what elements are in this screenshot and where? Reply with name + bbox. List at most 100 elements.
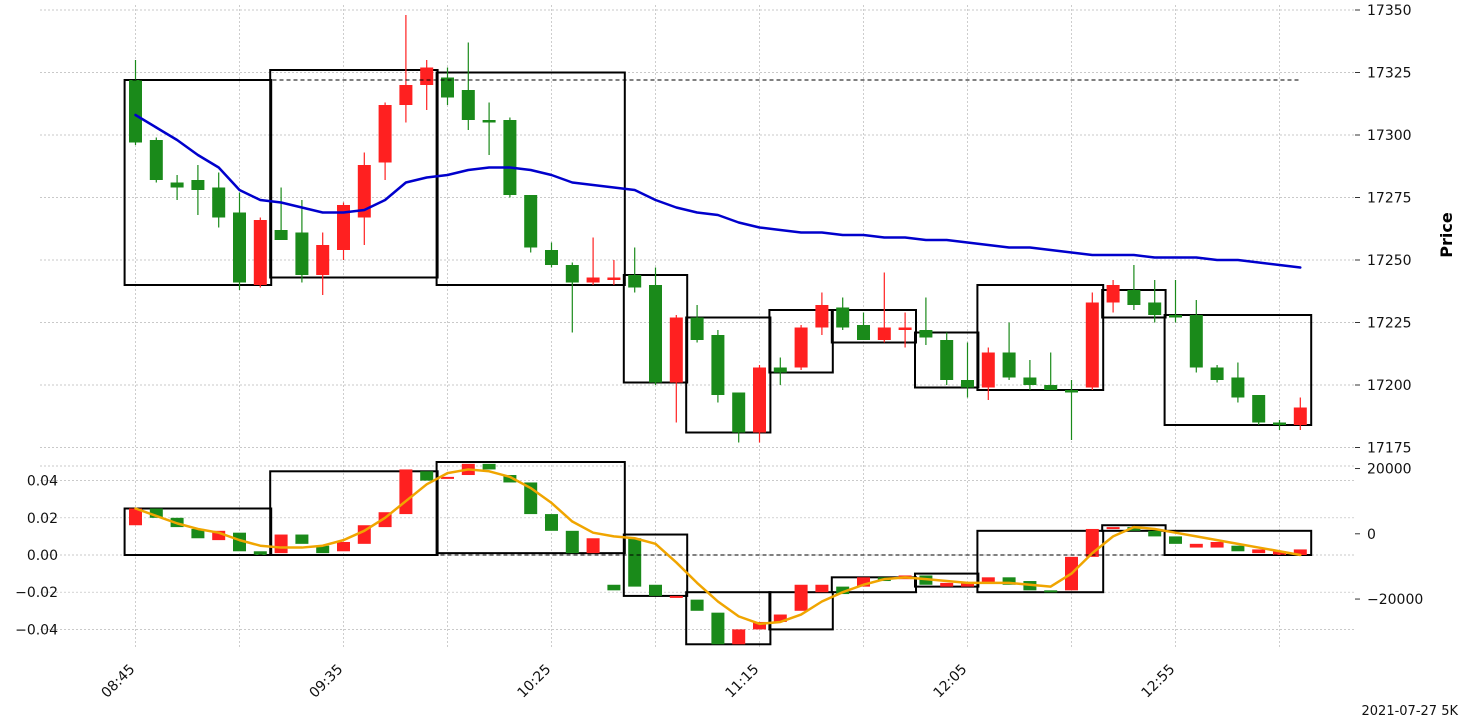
price-tick-label: 17225 bbox=[1367, 316, 1412, 332]
price-axis-title: Price bbox=[1437, 212, 1456, 258]
indicator-right-tick-label: 0 bbox=[1367, 527, 1376, 543]
price-candle-body bbox=[940, 340, 954, 380]
price-candle-body bbox=[441, 77, 454, 98]
price-candle-body bbox=[1106, 285, 1120, 303]
price-candle-body bbox=[1023, 377, 1037, 385]
price-candle-body bbox=[607, 277, 621, 280]
price-candle-body bbox=[773, 367, 787, 373]
indicator-candle-body bbox=[1231, 545, 1245, 552]
indicator-candle-body bbox=[1148, 530, 1162, 537]
indicator-candle-body bbox=[981, 577, 995, 583]
x-tick-label: 12:05 bbox=[930, 662, 970, 702]
indicator-candle-body bbox=[753, 621, 766, 630]
price-tick-label: 17325 bbox=[1367, 66, 1412, 82]
price-candle-body bbox=[1065, 390, 1078, 393]
indicator-candle-body bbox=[940, 582, 954, 587]
indicator-candle-body bbox=[628, 538, 642, 587]
price-tick-label: 17275 bbox=[1367, 191, 1412, 207]
indicator-candle-body bbox=[586, 538, 600, 554]
labels-layer: 17175 17200 17225 17250 17275 17300 17325 17350… bbox=[15, 3, 1456, 701]
price-candle-body bbox=[378, 105, 392, 163]
indicator-candle-body bbox=[565, 530, 579, 554]
price-candle-body bbox=[649, 285, 662, 383]
price-candle-body bbox=[1044, 385, 1058, 390]
footer-date-label: 2021-07-27 5K bbox=[1361, 704, 1458, 719]
price-candle-body bbox=[545, 250, 558, 265]
indicator-candle-body bbox=[482, 463, 496, 470]
price-candle-body bbox=[961, 380, 974, 388]
price-candle-body bbox=[253, 220, 267, 285]
price-candle-body bbox=[357, 165, 371, 218]
price-candle-body bbox=[212, 187, 226, 218]
price-tick-label: 17350 bbox=[1367, 3, 1412, 19]
indicator-candle-body bbox=[1273, 551, 1286, 555]
price-candle-body bbox=[628, 275, 642, 288]
price-candle-body bbox=[1085, 302, 1099, 388]
indicator-candle-body bbox=[669, 595, 683, 598]
indicator-candle-body bbox=[503, 475, 517, 483]
indicator-candle-body bbox=[857, 577, 870, 587]
indicator-left-tick-label: 0.02 bbox=[27, 511, 58, 527]
indicator-box bbox=[1163, 529, 1313, 557]
candles-layer bbox=[129, 15, 1307, 645]
indicator-right-tick-label: −20000 bbox=[1367, 592, 1423, 608]
price-candle-body bbox=[836, 307, 850, 328]
price-candle-body bbox=[669, 317, 683, 383]
lines-layer bbox=[125, 79, 1302, 626]
indicator-candle-body bbox=[1293, 549, 1307, 555]
indicator-right-tick-label: 20000 bbox=[1367, 462, 1412, 478]
price-candle-body bbox=[857, 325, 870, 340]
signal-line bbox=[134, 468, 1302, 626]
indicator-candle-body bbox=[233, 532, 246, 552]
moving-average-line bbox=[134, 113, 1302, 269]
x-tick-label: 11:15 bbox=[722, 662, 762, 702]
indicator-candle-body bbox=[1127, 527, 1141, 531]
price-candle-body bbox=[586, 277, 600, 283]
price-candle-body bbox=[898, 327, 912, 330]
price-box bbox=[685, 316, 772, 434]
price-candle-body bbox=[1252, 395, 1266, 423]
price-candle-body bbox=[794, 327, 808, 368]
price-candle-body bbox=[1148, 302, 1162, 315]
indicator-candle-body bbox=[607, 584, 621, 591]
indicator-left-tick-label: −0.04 bbox=[15, 622, 58, 638]
price-candle-body bbox=[690, 317, 704, 340]
price-candle-body bbox=[316, 245, 330, 275]
price-candle-body bbox=[1210, 367, 1224, 380]
price-candle-body bbox=[1002, 352, 1016, 378]
indicator-candle-body bbox=[1002, 577, 1016, 585]
x-tick-label: 08:45 bbox=[98, 662, 138, 702]
indicator-box bbox=[269, 470, 439, 556]
indicator-candle-body bbox=[690, 599, 704, 611]
price-candle-body bbox=[1293, 407, 1307, 425]
indicator-left-tick-label: 0.00 bbox=[27, 548, 58, 564]
price-candle-body bbox=[1169, 315, 1182, 318]
price-tick-label: 17300 bbox=[1367, 128, 1412, 144]
indicator-candle-body bbox=[1189, 543, 1203, 548]
price-candle-body bbox=[815, 305, 829, 328]
indicator-candle-body bbox=[1044, 590, 1058, 593]
indicator-box bbox=[435, 461, 626, 555]
price-candle-body bbox=[295, 232, 309, 275]
x-tick-label: 09:35 bbox=[306, 662, 346, 702]
indicator-candle-body bbox=[212, 530, 226, 541]
price-candle-body bbox=[565, 265, 579, 283]
price-candle-body bbox=[753, 367, 766, 433]
price-candle-body bbox=[482, 120, 496, 123]
indicator-candle-body bbox=[649, 584, 662, 596]
indicator-candle-body bbox=[337, 541, 350, 552]
indicator-box bbox=[1101, 524, 1167, 532]
price-box bbox=[830, 309, 917, 344]
indicator-candle-body bbox=[274, 534, 288, 554]
indicator-candle-body bbox=[545, 514, 558, 531]
indicator-candle-body bbox=[1210, 541, 1224, 548]
price-candle-body bbox=[503, 120, 517, 195]
indicator-candle-body bbox=[441, 476, 454, 479]
price-tick-label: 17250 bbox=[1367, 253, 1412, 269]
indicator-candle-body bbox=[253, 551, 267, 555]
price-candle-body bbox=[233, 212, 246, 283]
indicator-candle-body bbox=[1252, 549, 1266, 554]
indicator-candle-body bbox=[316, 545, 330, 554]
